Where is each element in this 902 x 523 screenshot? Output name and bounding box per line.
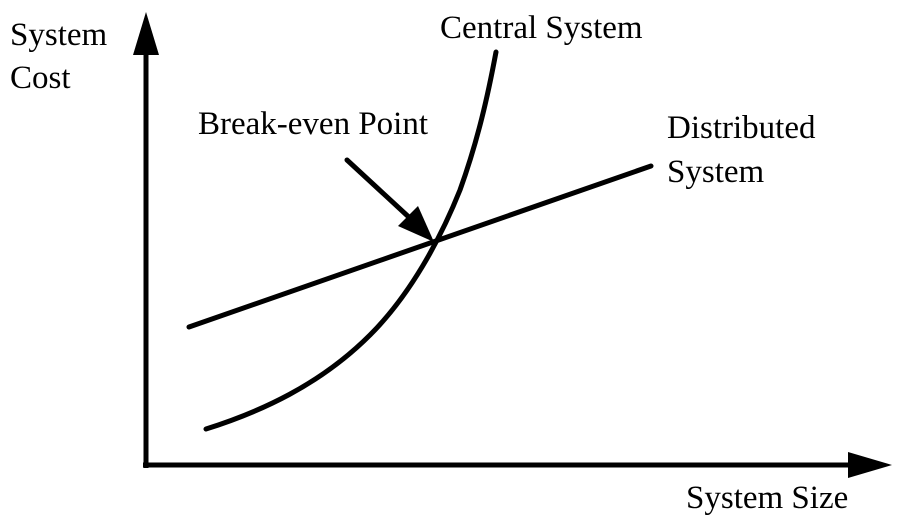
central-system-label: Central System [440,10,643,46]
x-axis-arrowhead [848,452,892,478]
break-even-arrow-shaft [344,157,415,223]
distributed-system-label-line2: System [667,154,765,190]
distributed-system-label-line1: Distributed [667,110,816,146]
y-axis-arrowhead [133,12,159,55]
distributed-system-line [186,163,654,330]
x-axis-label: System Size [686,480,848,516]
y-axis-label-line2: Cost [10,60,71,96]
y-axis-label-line1: System [10,17,108,53]
central-system-curve [203,49,499,432]
break-even-arrowhead [398,206,434,242]
break-even-label: Break-even Point [198,106,428,142]
